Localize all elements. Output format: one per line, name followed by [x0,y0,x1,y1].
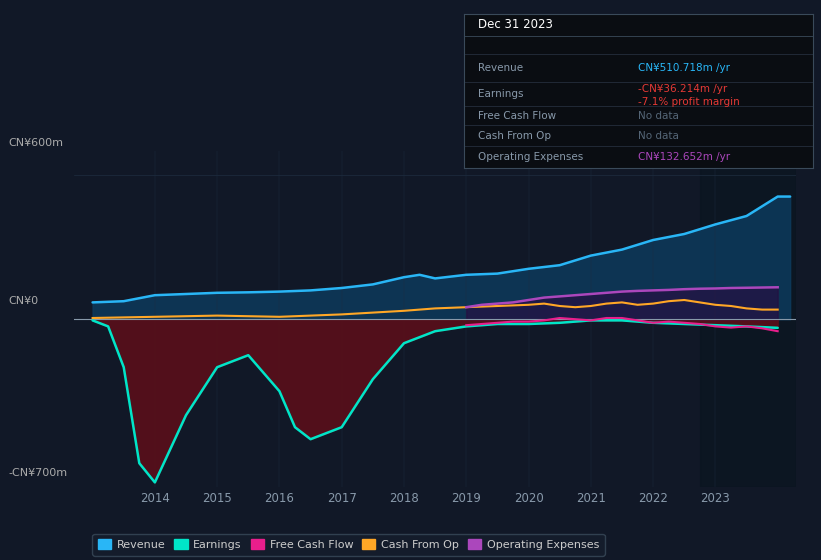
Bar [699,151,796,487]
Text: Free Cash Flow: Free Cash Flow [478,111,556,120]
Text: CN¥132.652m /yr: CN¥132.652m /yr [639,152,731,162]
Text: No data: No data [639,111,679,120]
Text: Revenue: Revenue [478,63,523,73]
Text: No data: No data [639,130,679,141]
Text: CN¥510.718m /yr: CN¥510.718m /yr [639,63,731,73]
Text: Cash From Op: Cash From Op [478,130,551,141]
Text: Earnings: Earnings [478,89,523,99]
Text: -CN¥36.214m /yr: -CN¥36.214m /yr [639,85,727,95]
Text: CN¥0: CN¥0 [8,296,39,306]
Legend: Revenue, Earnings, Free Cash Flow, Cash From Op, Operating Expenses: Revenue, Earnings, Free Cash Flow, Cash … [92,534,604,556]
Text: Operating Expenses: Operating Expenses [478,152,583,162]
Text: -7.1% profit margin: -7.1% profit margin [639,97,740,107]
Text: -CN¥700m: -CN¥700m [8,468,67,478]
Text: CN¥600m: CN¥600m [8,138,63,148]
Text: Dec 31 2023: Dec 31 2023 [478,18,553,31]
